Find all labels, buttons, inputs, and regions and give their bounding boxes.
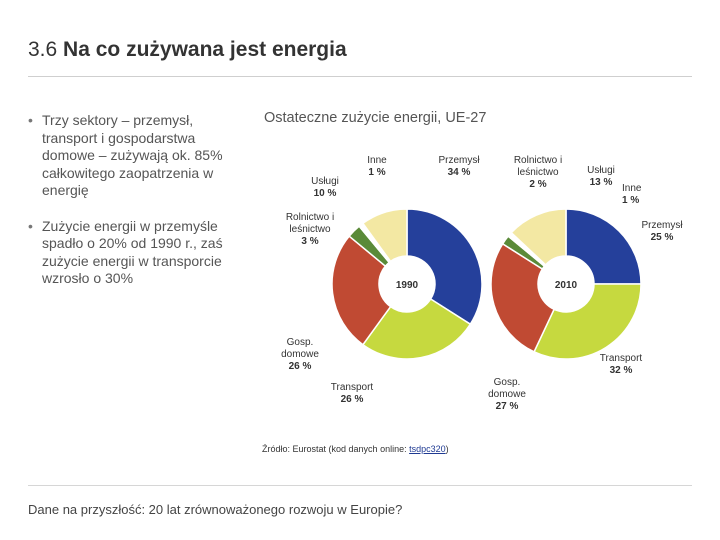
source-text: Eurostat (kod danych online: bbox=[290, 444, 410, 454]
bullet-list: • Trzy sektory – przemysł, transport i g… bbox=[28, 112, 238, 306]
donut-1990-label-inne: Inne 1 % bbox=[367, 155, 387, 178]
donut-2010-label-przemysl: Przemysł 25 % bbox=[641, 220, 683, 243]
footer-text: Dane na przyszłość: 20 lat zrównoważoneg… bbox=[28, 502, 403, 517]
slide-number: 3.6 bbox=[28, 38, 58, 61]
donut-2010-slice-gosp-domowe bbox=[490, 242, 556, 353]
bullet-item: • Zużycie energii w przemyśle spadło o 2… bbox=[28, 218, 238, 288]
source-link[interactable]: tsdpc320 bbox=[409, 444, 446, 454]
bullet-dot: • bbox=[28, 217, 33, 234]
source-prefix: Źródło: bbox=[262, 444, 291, 454]
bullet-item: • Trzy sektory – przemysł, transport i g… bbox=[28, 112, 238, 200]
donut-2010-label-inne: Inne 1 % bbox=[622, 183, 642, 206]
donut-1990-slice-gosp-domowe bbox=[331, 235, 392, 346]
slide-title: 3.6 Na co zużywana jest energia bbox=[28, 38, 347, 62]
donut-2010-slice-transport bbox=[533, 283, 642, 360]
donut-1990-label-transport: Transport 26 % bbox=[331, 382, 374, 405]
bullet-text: Trzy sektory – przemysł, transport i gos… bbox=[42, 112, 223, 198]
bullet-dot: • bbox=[28, 112, 33, 128]
donut-2010-label-gosp-domowe: Gosp. domowe 27 % bbox=[488, 377, 526, 412]
source-suffix: ) bbox=[445, 444, 449, 454]
source-note: Źródło: Eurostat (kod danych online: tsd… bbox=[262, 444, 449, 454]
chart-title: Ostateczne zużycie energii, UE-27 bbox=[264, 110, 487, 126]
donut-2010-slice-uslugi bbox=[510, 208, 567, 266]
donut-1990-slice-uslugi bbox=[361, 208, 408, 263]
donut-1990-center-label: 1990 bbox=[396, 280, 419, 291]
slide-title-text: Na co zużywana jest energia bbox=[63, 38, 347, 61]
donut-1990-label-rolnictwo-i-lesnictwo: Rolnictwo i leśnictwo 3 % bbox=[286, 212, 334, 247]
donut-2010-slice-przemysl bbox=[565, 208, 642, 285]
donut-1990-label-gosp-domowe: Gosp. domowe 26 % bbox=[281, 337, 319, 372]
donut-1990-slice-transport bbox=[361, 297, 472, 360]
footer-divider bbox=[28, 485, 692, 486]
donut-2010-label-transport: Transport 32 % bbox=[600, 353, 643, 376]
donut-1990-slice-przemysl bbox=[406, 208, 483, 326]
donut-2010-label-uslugi: Usługi 13 % bbox=[587, 165, 615, 188]
donut-1990-label-przemysl: Przemysł 34 % bbox=[438, 155, 480, 178]
title-divider bbox=[28, 76, 692, 77]
donut-1990-label-uslugi: Usługi 10 % bbox=[311, 176, 339, 199]
bullet-text: Zużycie energii w przemyśle spadło o 20%… bbox=[42, 217, 223, 287]
donut-2010-label-rolnictwo-i-lesnictwo: Rolnictwo i leśnictwo 2 % bbox=[514, 155, 562, 190]
donut-2010-center-label: 2010 bbox=[555, 280, 578, 291]
